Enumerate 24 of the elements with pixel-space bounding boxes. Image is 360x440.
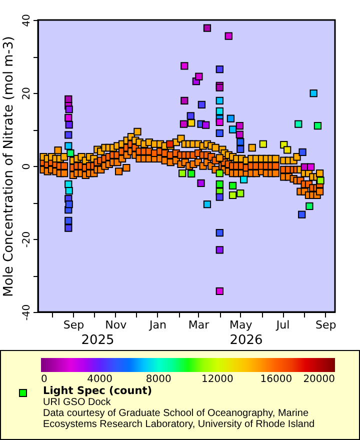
x-tick-label: Sep [315,318,336,332]
x-tick-label: Mar [188,318,210,332]
y-axis-title: Mole Concentration of Nitrate (mol m-3) [2,36,16,297]
x-tick-label: Jul [275,318,290,332]
color-bar-title: Light Spec (count) [43,385,152,397]
y-tick-label: 0 [22,163,32,170]
y-tick-label: 40 [22,14,32,27]
y-tick-label: -40 [22,304,32,321]
x-tick-label: Nov [105,318,128,332]
x-tick-label: May [230,318,253,332]
x-tick-label: Jan [148,318,166,332]
y-tick-label: 20 [22,87,32,100]
color-bar-label: 12000 [201,374,234,385]
color-bar-label: 4000 [87,374,113,385]
color-bar-label: 8000 [146,374,172,385]
text: Data courtesy of Graduate School of Oceanography, Marine Ecosystems Research Laboratory, University of Rhode Island [43,408,316,430]
color-bar-label: 20000 [303,374,335,385]
color-bar-label: 16000 [260,374,292,385]
x-tick-label: Sep [63,318,84,332]
color-bar-label: 0 [41,374,48,385]
text: 2025 [81,333,114,348]
text: 2026 [230,333,263,348]
text: URI GSO Dock [43,397,112,408]
y-tick-label: -20 [22,231,32,248]
